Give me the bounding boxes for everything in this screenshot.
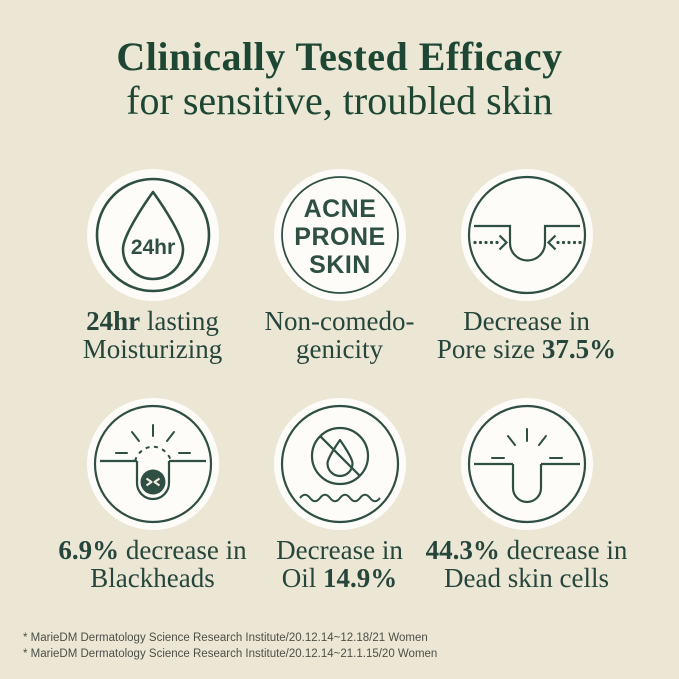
- benefit-label: Non-comedo- genicity: [264, 306, 415, 364]
- benefit-label: 24hr lasting Moisturizing: [82, 306, 223, 364]
- benefit-circle: 24hr: [86, 169, 219, 301]
- svg-text:PRONE: PRONE: [294, 223, 385, 251]
- blackhead-icon: [93, 404, 212, 524]
- benefit-circle: [86, 398, 219, 530]
- benefit-card-pore-size: Decrease in Pore size 37.5%: [433, 169, 620, 363]
- page-subtitle: for sensitive, troubled skin: [126, 78, 553, 123]
- benefit-circle: [460, 398, 593, 530]
- benefit-circle: ACNE PRONE SKIN: [273, 169, 406, 301]
- pore-shrink-icon: [467, 175, 586, 295]
- footnote-line: * MarieDM Dermatology Science Research I…: [23, 632, 428, 644]
- benefits-grid: 24hr 24hr lasting Moisturizing ACNE PRON…: [58, 169, 627, 593]
- benefit-card-oil: Decrease in Oil 14.9%: [246, 398, 433, 592]
- header: Clinically Tested Efficacy for sensitive…: [0, 0, 679, 122]
- benefit-label: 6.9% decrease in Blackheads: [58, 535, 247, 593]
- no-oil-drop-icon: [280, 404, 399, 524]
- benefit-label: 44.3% decrease in Dead skin cells: [425, 535, 628, 593]
- benefit-card-moisturizing: 24hr 24hr lasting Moisturizing: [59, 169, 246, 363]
- footnotes: * MarieDM Dermatology Science Research I…: [23, 631, 437, 662]
- benefit-label: Decrease in Pore size 37.5%: [436, 306, 617, 364]
- dead-skin-cells-icon: [467, 404, 586, 524]
- icon-caption-24hr: 24hr: [130, 236, 174, 259]
- page-title: Clinically Tested Efficacy: [116, 34, 563, 79]
- acne-prone-skin-badge-icon: ACNE PRONE SKIN: [280, 176, 399, 294]
- water-drop-24hr-icon: 24hr: [95, 177, 210, 293]
- benefit-card-dead-skin-cells: 44.3% decrease in Dead skin cells: [426, 398, 627, 592]
- benefit-label: Decrease in Oil 14.9%: [276, 535, 403, 593]
- svg-text:SKIN: SKIN: [309, 251, 371, 279]
- benefit-circle: [460, 169, 593, 301]
- footnote-line: * MarieDM Dermatology Science Research I…: [23, 647, 438, 660]
- benefit-card-blackheads: 6.9% decrease in Blackheads: [58, 398, 247, 593]
- svg-text:ACNE: ACNE: [303, 195, 376, 223]
- benefit-card-non-comedogenic: ACNE PRONE SKIN Non-comedo- genicity: [246, 169, 433, 363]
- benefit-circle: [273, 398, 406, 530]
